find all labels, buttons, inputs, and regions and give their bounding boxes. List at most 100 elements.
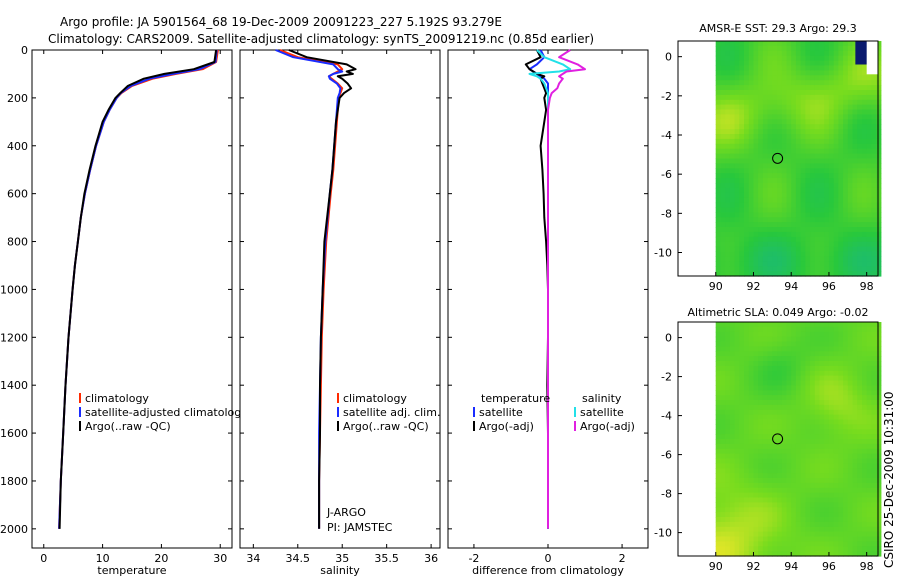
heatmap-cell (791, 129, 797, 135)
heatmap-cell (729, 187, 736, 194)
heatmap-cell (843, 351, 849, 357)
heatmap-cell (748, 517, 755, 523)
heatmap-cell (781, 531, 788, 538)
heatmap-cell (814, 434, 821, 440)
heatmap-cell (814, 124, 821, 130)
heatmap-cell (843, 178, 849, 184)
heatmap-cell (800, 365, 806, 372)
heatmap-cell (748, 41, 755, 47)
heatmap-cell (819, 356, 825, 362)
heatmap-cell (767, 202, 773, 209)
heatmap-cell (786, 241, 792, 248)
heatmap-cell (876, 375, 882, 382)
heatmap-cell (819, 94, 825, 101)
heatmap-cell (866, 178, 872, 184)
heatmap-cell (734, 207, 740, 213)
heatmap-cell (758, 158, 764, 164)
heatmap-cell (767, 45, 773, 52)
heatmap-cell (781, 217, 788, 223)
heatmap-cell (838, 192, 844, 199)
heatmap-cell (767, 326, 773, 333)
heatmap-cell (824, 434, 830, 440)
heatmap-cell (715, 351, 721, 357)
heatmap-cell (758, 404, 764, 411)
heatmap-cell (833, 222, 839, 228)
heatmap-cell (833, 336, 839, 343)
heatmap-cell (748, 326, 755, 333)
heatmap-cell (729, 375, 736, 382)
heatmap-cell (795, 55, 802, 62)
heatmap-cell (772, 256, 778, 262)
heatmap-cell (862, 109, 868, 115)
heatmap-cell (828, 322, 835, 328)
heatmap-cell (876, 400, 882, 406)
heatmap-cell (786, 104, 792, 111)
heatmap-cell (786, 448, 792, 455)
heatmap-cell (814, 236, 821, 243)
heatmap-cell (828, 448, 835, 455)
heatmap-cell (748, 434, 755, 440)
heatmap-cell (777, 85, 783, 91)
heatmap-cell (843, 356, 849, 362)
heatmap-cell (843, 236, 849, 243)
heatmap-cell (744, 546, 750, 552)
heatmap-cell (843, 266, 849, 272)
heatmap-cell (843, 326, 849, 333)
heatmap-cell (819, 129, 825, 135)
heatmap-cell (847, 370, 854, 377)
heatmap-cell (720, 41, 726, 47)
heatmap-cell (847, 143, 854, 150)
map-y-tick-label: -8 (661, 207, 672, 220)
heatmap-cell (725, 322, 731, 328)
heatmap-cell (819, 536, 825, 542)
heatmap-cell (871, 129, 877, 135)
heatmap-cell (805, 521, 811, 528)
heatmap-cell (876, 356, 882, 362)
heatmap-cell (862, 322, 868, 328)
heatmap-cell (762, 400, 769, 406)
heatmap-cell (739, 85, 745, 91)
heatmap-cell (871, 356, 877, 362)
heatmap-cell (762, 409, 769, 416)
heatmap-cell (833, 414, 839, 421)
heatmap-cell (772, 261, 778, 267)
heatmap-cell (772, 222, 778, 228)
heatmap-cell (824, 429, 830, 435)
heatmap-cell (729, 487, 736, 494)
heatmap-cell (758, 409, 764, 416)
heatmap-cell (824, 197, 830, 204)
heatmap-cell (777, 419, 783, 425)
map-y-tick-label: -4 (661, 410, 672, 423)
heatmap-cell (876, 443, 882, 450)
heatmap-cell (862, 261, 868, 267)
heatmap-cell (748, 341, 755, 347)
heatmap-cell (805, 129, 811, 135)
heatmap-cell (753, 85, 759, 91)
heatmap-cell (767, 187, 773, 194)
heatmap-cell (828, 217, 835, 223)
heatmap-cell (810, 75, 816, 81)
heatmap-cell (795, 497, 802, 503)
heatmap-cell (847, 326, 854, 333)
heatmap-cell (744, 251, 750, 257)
heatmap-cell (795, 463, 802, 469)
heatmap-cell (753, 94, 759, 101)
heatmap-cell (805, 512, 811, 518)
heatmap-cell (852, 207, 858, 213)
heatmap-cell (824, 395, 830, 401)
heatmap-cell (729, 512, 736, 518)
heatmap-cell (814, 346, 821, 352)
heatmap-cell (838, 375, 844, 382)
heatmap-cell (777, 227, 783, 233)
heatmap-cell (828, 551, 835, 557)
heatmap-cell (720, 356, 726, 362)
heatmap-cell (748, 114, 755, 120)
heatmap-cell (819, 336, 825, 343)
heatmap-cell (725, 153, 731, 160)
heatmap-cell (791, 331, 797, 338)
heatmap-cell (739, 512, 745, 518)
heatmap-cell (828, 487, 835, 494)
heatmap-cell (748, 473, 755, 479)
legend-header-salinity: salinity (582, 392, 622, 405)
heatmap-cell (828, 541, 835, 547)
